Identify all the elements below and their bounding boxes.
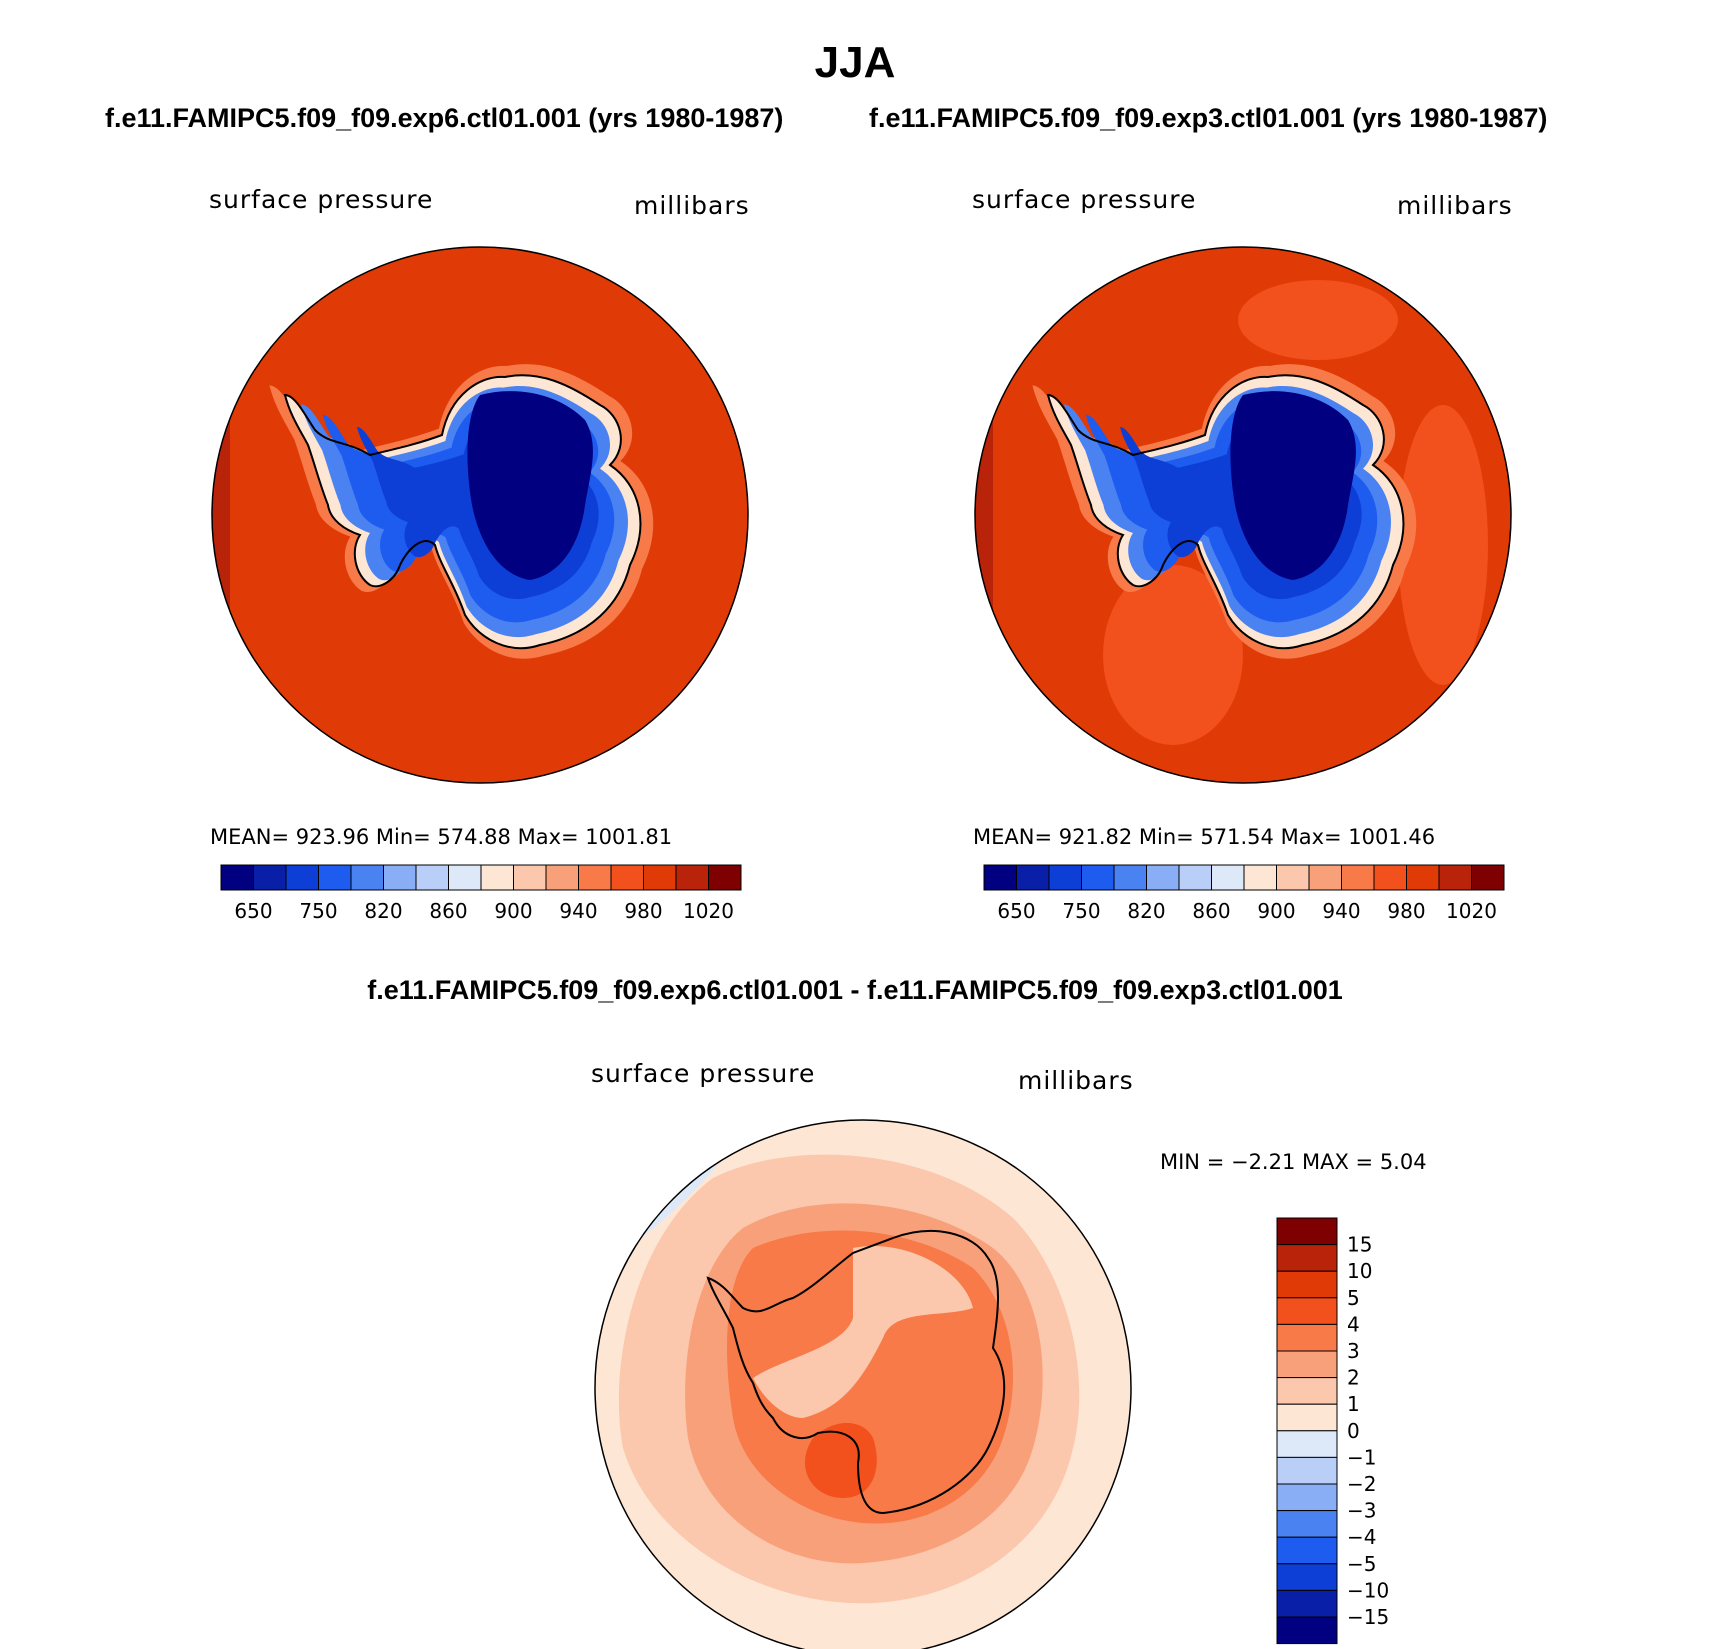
diff-colorbar-swatch [1276, 1456, 1338, 1485]
diff-map [594, 1119, 1132, 1649]
panel2-colorbar-tick-label: 980 [1387, 899, 1425, 923]
panel2-colorbar-swatch [1113, 864, 1147, 891]
panel2-colorbar-swatch [1178, 864, 1212, 891]
panel1-colorbar-swatch [675, 864, 709, 891]
panel1-colorbar-tick-label: 860 [429, 899, 467, 923]
panel1-colorbar-swatch [253, 864, 287, 891]
panel1-colorbar-swatch [708, 864, 742, 891]
panel1-colorbar-swatch [610, 864, 644, 891]
panel1-colorbar-swatch [448, 864, 482, 891]
panel1-colorbar-tick-label: 980 [624, 899, 662, 923]
panel1-colorbar-swatch [383, 864, 417, 891]
panel2-colorbar-swatch [1048, 864, 1082, 891]
panel2-variable-label: surface pressure [972, 185, 1197, 214]
panel2-colorbar-swatch [1406, 864, 1440, 891]
panel1-case-title: f.e11.FAMIPC5.f09_f09.exp6.ctl01.001 (yr… [105, 103, 784, 133]
diff-colorbar-tick-label: −5 [1347, 1552, 1376, 1576]
panel2-colorbar-swatch [1081, 864, 1115, 891]
panel1-colorbar-tick-label: 900 [494, 899, 532, 923]
panel2-colorbar-tick-label: 940 [1322, 899, 1360, 923]
panel2-colorbar-swatch [983, 864, 1017, 891]
panel1-colorbar-swatch [643, 864, 677, 891]
diff-colorbar-swatch [1276, 1616, 1338, 1645]
panel1-colorbar-swatch [285, 864, 319, 891]
diff-units-label: millibars [1018, 1066, 1134, 1095]
diff-colorbar-swatch [1276, 1377, 1338, 1405]
panel1-colorbar-tick-label: 650 [234, 899, 272, 923]
panel1-variable-label: surface pressure [209, 185, 434, 214]
diff-colorbar-tick-label: 2 [1347, 1366, 1360, 1390]
diff-colorbar-tick-label: 5 [1347, 1286, 1360, 1310]
diff-colorbar-swatch [1276, 1297, 1338, 1325]
panel2-map [974, 246, 1512, 784]
diff-colorbar-tick-label: −2 [1347, 1472, 1376, 1496]
diff-colorbar-tick-label: 1 [1347, 1392, 1360, 1416]
panel1-colorbar-tick-label: 1020 [683, 899, 734, 923]
panel2-colorbar-tick-label: 750 [1062, 899, 1100, 923]
diff-colorbar-tick-label: 0 [1347, 1419, 1360, 1443]
diff-variable-label: surface pressure [591, 1059, 816, 1088]
panel2-colorbar-tick-label: 860 [1192, 899, 1230, 923]
panel1-colorbar: 650 750 820 860 900 940 980 1020 [220, 864, 742, 923]
diff-colorbar-swatch [1276, 1270, 1338, 1299]
diff-colorbar-tick-label: 15 [1347, 1233, 1372, 1257]
panel1-colorbar-swatch [545, 864, 579, 891]
panel2-colorbar-tick-label: 820 [1127, 899, 1165, 923]
diff-title: f.e11.FAMIPC5.f09_f09.exp6.ctl01.001 - f… [367, 975, 1343, 1005]
panel2-colorbar-swatch [1146, 864, 1180, 891]
panel1-colorbar-swatch [415, 864, 449, 891]
panel1-colorbar-tick-label: 750 [299, 899, 337, 923]
diff-colorbar-swatch [1276, 1350, 1338, 1379]
panel1-colorbar-swatch [220, 864, 254, 891]
diff-colorbar-swatch [1276, 1217, 1338, 1246]
panel2-colorbar-swatch [1211, 864, 1245, 891]
panel1-colorbar-swatch [318, 864, 352, 891]
panel1-map [211, 246, 749, 784]
panel1-units-label: millibars [634, 191, 750, 220]
diff-colorbar-swatch [1276, 1244, 1338, 1272]
panel2-colorbar-swatch [1471, 864, 1505, 891]
panel1-colorbar-tick-label: 940 [559, 899, 597, 923]
panel1-colorbar-swatch [350, 864, 384, 891]
panel1-stats: MEAN= 923.96 Min= 574.88 Max= 1001.81 [210, 825, 673, 849]
diff-colorbar-swatch [1276, 1403, 1338, 1432]
diff-colorbar-tick-label: 3 [1347, 1339, 1360, 1363]
diff-colorbar-tick-label: 4 [1347, 1312, 1360, 1336]
panel1-colorbar-tick-label: 820 [364, 899, 402, 923]
diff-colorbar-tick-label: −15 [1347, 1605, 1389, 1629]
diff-colorbar-swatch [1276, 1510, 1338, 1538]
panel1-colorbar-swatch [578, 864, 612, 891]
diff-minmax: MIN = −2.21 MAX = 5.04 [1160, 1150, 1427, 1174]
diff-colorbar-tick-label: −4 [1347, 1525, 1376, 1549]
panel2-units-label: millibars [1397, 191, 1513, 220]
diff-colorbar-swatch [1276, 1323, 1338, 1352]
panel2-case-title: f.e11.FAMIPC5.f09_f09.exp3.ctl01.001 (yr… [869, 103, 1548, 133]
panel2-colorbar-tick-label: 650 [997, 899, 1035, 923]
diff-colorbar-swatch [1276, 1430, 1338, 1458]
panel2-colorbar-tick-label: 900 [1257, 899, 1295, 923]
panel1-colorbar-swatch [513, 864, 547, 891]
panel2-colorbar: 650 750 820 860 900 940 980 1020 [983, 864, 1505, 923]
panel2-colorbar-swatch [1243, 864, 1277, 891]
diff-colorbar-tick-label: 10 [1347, 1259, 1372, 1283]
diff-colorbar-tick-label: −1 [1347, 1445, 1376, 1469]
panel1-colorbar-swatch [480, 864, 514, 891]
diff-colorbar-swatch [1276, 1536, 1338, 1565]
panel2-colorbar-swatch [1373, 864, 1407, 891]
panel2-colorbar-swatch [1341, 864, 1375, 891]
diff-colorbar-swatch [1276, 1483, 1338, 1512]
diff-colorbar-swatch [1276, 1589, 1338, 1618]
panel2-colorbar-swatch [1308, 864, 1342, 891]
panel2-stats: MEAN= 921.82 Min= 571.54 Max= 1001.46 [973, 825, 1436, 849]
panel2-colorbar-swatch [1276, 864, 1310, 891]
figure-title: JJA [814, 38, 896, 87]
panel2-colorbar-swatch [1016, 864, 1050, 891]
panel2-colorbar-tick-label: 1020 [1446, 899, 1497, 923]
diff-colorbar-swatch [1276, 1563, 1338, 1591]
panel2-colorbar-swatch [1438, 864, 1472, 891]
diff-colorbar-tick-label: −10 [1347, 1578, 1389, 1602]
diff-colorbar-tick-label: −3 [1347, 1499, 1376, 1523]
